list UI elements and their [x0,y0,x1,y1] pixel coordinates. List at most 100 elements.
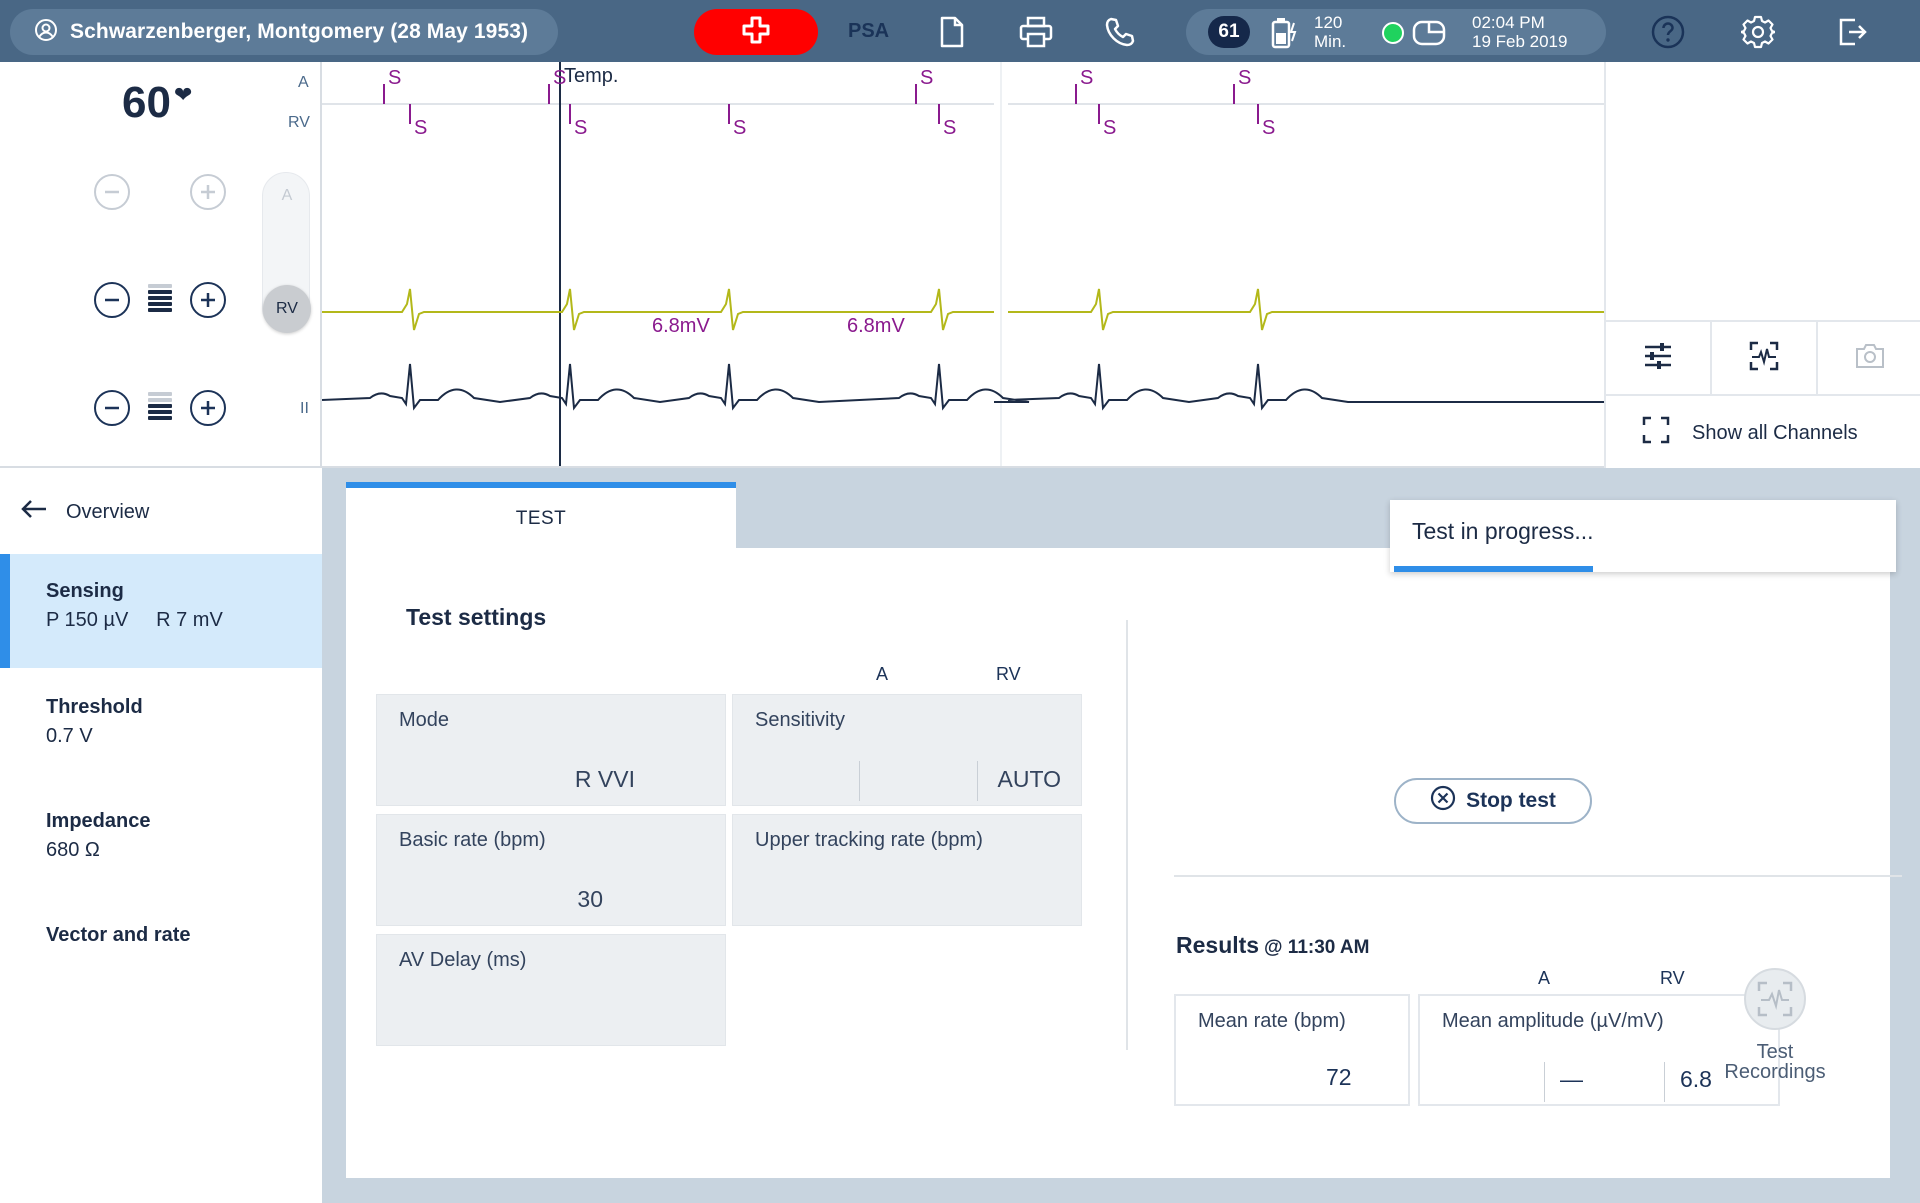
test-recordings-label-line2: Recordings [1724,1061,1826,1083]
mean-rate-label: Mean rate (bpm) [1198,1010,1346,1032]
freeze-strip-button[interactable] [1712,322,1818,394]
rv-egm-trace [322,288,1604,331]
sliders-icon [1643,342,1673,375]
mean-rate-value: 72 [1326,1064,1352,1090]
settings-col-rv: RV [996,664,1021,684]
basic-rate-field[interactable]: Basic rate (bpm) 30 [376,814,726,926]
nav-item-value: P 150 µV R 7 mV [46,609,223,631]
snapshot-button[interactable] [1818,322,1920,394]
ii-gain-indicator [148,392,172,422]
temp-marker-label: Temp. [564,65,618,87]
a-increase-button[interactable] [190,174,226,210]
sensitivity-divider [977,761,978,801]
mode-label: Mode [399,709,450,731]
nav-item-value: 680 Ω [46,839,100,861]
sense-markers: S S S S S S S S S S S [383,67,1275,139]
document-icon[interactable] [934,14,970,50]
mean-amplitude-rv-value: 6.8 [1680,1066,1712,1092]
slider-option-a[interactable]: A [281,187,293,204]
a-sense-marker-label: S [553,67,566,89]
slider-knob-rv[interactable]: RV [263,285,311,333]
tool-buttons [1606,320,1920,396]
amplitude-label-2: 6.8mV [847,315,905,337]
av-delay-label: AV Delay (ms) [399,949,527,971]
sensitivity-rv-value: AUTO [997,766,1061,792]
mode-field[interactable]: Mode R VVI [376,694,726,806]
test-panel: Test settings A RV Mode R VVI Sensitivit… [346,548,1902,1178]
rv-gain-indicator [148,284,172,314]
basic-rate-label: Basic rate (bpm) [399,829,546,851]
settings-col-a: A [876,664,889,684]
logout-icon[interactable] [1834,14,1870,50]
rv-decrease-button[interactable] [94,282,130,318]
heart-icon: ❤ [174,82,193,107]
arrow-left-icon [20,498,48,526]
amplitude-label-1: 6.8mV [652,315,710,337]
panel-divider [1126,620,1128,1050]
nav-item-title: Sensing [46,580,124,602]
stop-test-button[interactable]: Stop test [1394,778,1592,824]
rv-sense-marker-label: S [943,117,956,139]
results-title: Results [1176,932,1260,958]
filter-settings-button[interactable] [1606,322,1712,394]
patient-pill[interactable]: Schwarzenberger, Montgomery (28 May 1953… [10,9,558,55]
nav-item-sensing[interactable]: Sensing P 150 µV R 7 mV [0,554,322,668]
tab-test[interactable]: TEST [346,482,736,550]
show-all-channels-label: Show all Channels [1692,421,1858,444]
settings-gear-icon[interactable] [1740,14,1776,50]
user-icon [34,18,58,47]
sensitivity-divider [859,761,860,801]
connection-status-dot [1382,22,1404,44]
strip-tools: Show all Channels [1604,62,1920,468]
rv-sense-marker-label: S [414,117,427,139]
basic-rate-value: 30 [577,886,603,912]
a-sense-marker-label: S [388,67,401,89]
status-pill: 61 120 Min. 02:04 PM 19 Feb 2019 [1186,9,1606,55]
nav-item-value: 0.7 V [46,725,93,747]
test-navigation: Overview Sensing P 150 µV R 7 mV Thresho… [0,468,322,1203]
show-all-channels-button[interactable]: Show all Channels [1642,416,1858,450]
mean-amplitude-a-value: — [1560,1066,1583,1092]
top-bar: Schwarzenberger, Montgomery (28 May 1953… [0,0,1920,62]
camera-icon [1854,343,1886,374]
nav-item-title: Threshold [46,696,143,718]
test-progress-bar [1394,566,1594,572]
ii-decrease-button[interactable] [94,390,130,426]
battery-minutes: 120 Min. [1314,13,1346,51]
test-settings-title: Test settings [406,604,547,630]
a-sense-marker-label: S [1238,67,1251,89]
a-decrease-button[interactable] [94,174,130,210]
nav-item-threshold[interactable]: Threshold 0.7 V [0,696,322,748]
nav-item-title: Vector and rate [46,924,191,946]
rv-increase-button[interactable] [190,282,226,318]
results-time: @ 11:30 AM [1264,937,1370,958]
mode-value: R VVI [574,766,635,792]
mean-amplitude-label: Mean amplitude (µV/mV) [1442,1010,1664,1032]
overview-back-link[interactable]: Overview [20,498,149,526]
a-sense-marker-label: S [920,67,933,89]
emergency-button[interactable] [694,9,818,55]
nav-item-vector-and-rate[interactable]: Vector and rate [0,924,322,947]
results-col-rv: RV [1660,968,1685,988]
test-workspace: TEST Test settings A RV Mode R VVI Sensi… [322,468,1920,1203]
ecg-border [320,62,323,468]
nav-item-impedance[interactable]: Impedance 680 Ω [0,810,322,862]
av-delay-field[interactable]: AV Delay (ms) [376,934,726,1046]
sensitivity-field[interactable]: Sensitivity AUTO [732,694,1082,806]
channel-selector-slider[interactable]: A RV [262,172,311,333]
channel-controls: 60 ❤ A RV II A RV [0,62,322,468]
printer-icon[interactable] [1018,14,1054,50]
battery-minutes-unit: Min. [1314,32,1347,51]
upper-tracking-rate-field[interactable]: Upper tracking rate (bpm) [732,814,1082,926]
mean-rate-card: Mean rate (bpm) 72 [1174,994,1410,1106]
ii-increase-button[interactable] [190,390,226,426]
ii-ecg-trace [322,363,1604,411]
heart-rate-value: 60 [122,78,171,127]
phone-icon[interactable] [1102,14,1138,50]
help-icon[interactable] [1650,14,1686,50]
test-recordings-button[interactable]: Test Recordings [1720,968,1830,1082]
psa-button[interactable]: PSA [848,20,890,42]
rv-sense-marker-label: S [733,117,746,139]
battery-charging-icon [1270,17,1300,54]
test-progress-toast: Test in progress... [1390,500,1896,572]
